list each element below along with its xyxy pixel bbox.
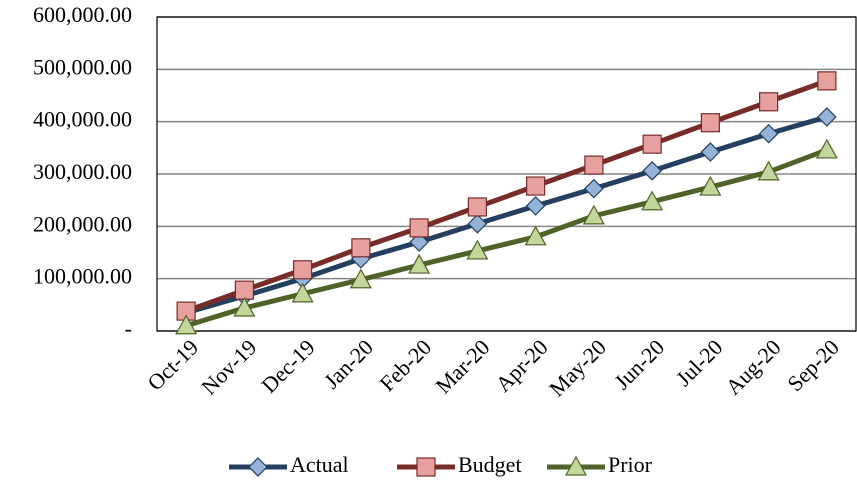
marker [349,268,372,289]
legend-marker [416,457,436,477]
marker [467,213,488,234]
legend-label: Prior [608,452,653,477]
x-tick-label: Mar-20 [430,334,494,398]
plot-border [156,16,857,332]
y-tick-label: 500,000.00 [33,54,132,79]
y-tick-label: 200,000.00 [33,211,132,236]
x-tick-label: Dec-19 [256,334,319,397]
y-tick-label: 100,000.00 [33,264,132,289]
y-tick-label: 600,000.00 [33,2,132,27]
marker [524,225,547,246]
marker [291,282,314,303]
marker [641,190,664,211]
marker [642,161,662,181]
marker [759,92,779,112]
marker [467,197,487,217]
series-line [185,114,828,316]
legend-label: Budget [458,452,522,477]
y-tick-label: 400,000.00 [33,107,132,132]
y-tick-label: - [125,316,132,341]
x-tick-label: Aug-20 [721,334,786,399]
x-tick-label: Jun-20 [609,334,669,394]
marker [525,196,546,216]
x-tick-label: Oct-19 [142,334,203,395]
x-tick-label: Nov-19 [196,334,261,399]
marker [584,155,604,175]
x-tick-label: Apr-20 [490,334,552,396]
marker [758,123,779,144]
marker [293,260,313,280]
x-tick-label: May-20 [544,334,611,401]
marker [408,253,431,274]
marker [817,107,837,127]
marker [584,178,604,199]
legend-marker [248,457,268,477]
series-line [185,78,828,314]
marker [234,280,254,300]
marker [409,232,429,252]
marker [700,142,721,162]
marker [526,176,546,196]
x-tick-label: Sep-20 [782,334,844,396]
marker [817,71,837,91]
marker [175,314,198,335]
marker [700,113,720,133]
marker [409,218,429,238]
marker [757,160,780,181]
x-tick-label: Jul-20 [671,334,728,391]
marker [233,296,256,317]
marker [466,239,489,260]
legend-marker [564,455,588,476]
marker [699,175,722,196]
x-tick-label: Feb-20 [374,334,436,396]
marker [351,238,371,258]
marker [582,204,605,225]
x-tick-label: Jan-20 [319,334,378,393]
y-tick-label: 300,000.00 [33,159,132,184]
marker [642,134,662,154]
marker [815,138,838,159]
legend-label: Actual [290,452,349,477]
series-line [185,147,828,329]
